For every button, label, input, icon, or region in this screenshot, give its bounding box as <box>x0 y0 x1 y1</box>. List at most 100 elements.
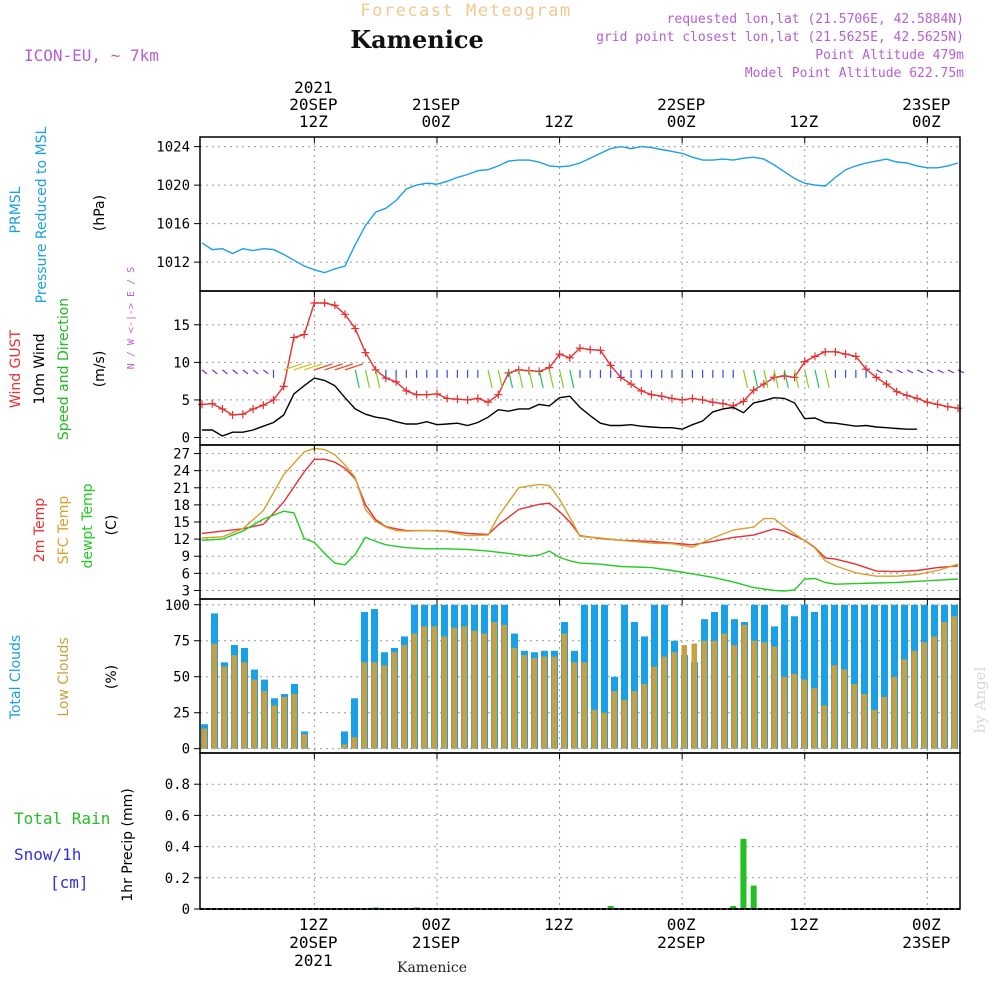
time-label-bottom: 20SEP <box>289 933 337 952</box>
watermark: by Angel <box>971 666 989 733</box>
ylabel-direction: Speed and Direction <box>56 298 72 440</box>
gust-marker <box>933 400 942 409</box>
low-cloud-bar <box>821 705 827 749</box>
low-cloud-bar <box>531 658 537 749</box>
low-cloud-bar <box>941 622 947 749</box>
low-cloud-bar <box>851 683 857 749</box>
y-tick-label: 21 <box>173 481 190 497</box>
gust-marker <box>831 347 840 356</box>
model-altitude: Model Point Altitude 622.75m <box>745 66 964 81</box>
ylabel-sfc-temp: SFC Temp <box>56 496 72 565</box>
low-cloud-bar <box>381 665 387 749</box>
low-cloud-bar <box>431 626 437 749</box>
y-tick-label: 0.8 <box>165 777 190 793</box>
gust-marker <box>780 371 789 380</box>
rain-bar <box>607 905 614 909</box>
wind-direction-arrow <box>232 369 239 375</box>
total-cloud-bar <box>631 622 638 749</box>
gust-marker <box>790 373 799 382</box>
time-label-top: 12Z <box>789 112 818 131</box>
low-cloud-bar <box>421 626 427 749</box>
y-tick-label: 10 <box>173 355 190 371</box>
gust-marker <box>351 324 360 333</box>
low-cloud-bar <box>501 624 507 749</box>
wind-direction-arrow <box>262 369 269 375</box>
gust-marker <box>341 310 350 319</box>
low-cloud-bar <box>611 691 617 749</box>
wind-direction-arrow <box>763 369 769 389</box>
gust-marker <box>627 380 636 389</box>
low-cloud-bar <box>261 691 267 749</box>
low-cloud-bar <box>241 662 247 749</box>
gridpoint-coords: grid point closest lon,lat (21.5625E, 42… <box>596 30 964 45</box>
gust-marker <box>279 382 288 391</box>
gust-marker <box>719 399 728 408</box>
gust-marker <box>198 400 206 409</box>
low-cloud-bar <box>811 688 817 749</box>
gust-marker <box>453 395 462 404</box>
gust-marker <box>872 373 881 382</box>
gust-marker <box>392 377 401 386</box>
low-cloud-bar <box>221 666 227 749</box>
gust-marker <box>800 357 809 366</box>
total-cloud-bar <box>871 604 878 749</box>
series-line-prmsl <box>201 145 959 274</box>
rain-bar <box>730 905 737 909</box>
low-cloud-bar <box>401 645 407 749</box>
y-tick-label: 0.4 <box>165 840 190 856</box>
wind-direction-arrow <box>293 363 313 371</box>
gust-marker <box>463 395 472 404</box>
low-cloud-bar <box>921 642 927 749</box>
low-cloud-bar <box>481 633 487 749</box>
gust-marker <box>432 389 441 398</box>
series-line-2m-temp <box>201 458 959 573</box>
gust-marker <box>913 394 922 403</box>
low-cloud-bar <box>881 696 887 749</box>
y-tick-label: 0 <box>182 742 190 758</box>
total-cloud-bar <box>601 604 608 749</box>
gust-marker <box>208 399 217 408</box>
time-label-top: 00Z <box>422 112 451 131</box>
wind-direction-arrow <box>222 369 228 375</box>
gust-marker <box>259 401 268 410</box>
y-tick-label: 12 <box>173 532 190 548</box>
wind-direction-arrow <box>507 369 514 389</box>
wind-direction-arrow <box>957 369 965 374</box>
wind-direction-arrow <box>201 369 208 375</box>
time-label-bottom: 00Z <box>422 915 451 934</box>
gust-marker <box>443 394 452 403</box>
low-cloud-bar <box>771 646 777 749</box>
time-label-bottom: 12Z <box>544 915 573 934</box>
gust-marker <box>882 380 891 389</box>
low-cloud-bar <box>741 624 747 749</box>
gust-marker <box>596 346 605 355</box>
gust-marker <box>647 390 656 399</box>
time-label-bottom: 00Z <box>912 915 941 934</box>
wind-direction-arrow <box>876 369 883 374</box>
low-cloud-bar <box>281 696 287 749</box>
y-tick-label: 25 <box>173 706 190 722</box>
time-label-top: 22SEP <box>657 95 705 114</box>
low-cloud-bar <box>591 709 597 749</box>
wind-direction-arrow <box>804 369 810 389</box>
low-cloud-bar <box>631 691 637 749</box>
y-tick-label: 50 <box>173 670 190 686</box>
wind-direction-arrow <box>548 369 554 389</box>
ylabel-pressure: Pressure Reduced to MSL <box>34 126 50 303</box>
ylabel-gust: Wind GUST <box>8 329 24 408</box>
gust-marker <box>688 394 697 403</box>
ylabel-2m-temp: 2m Temp <box>32 498 48 562</box>
wind-direction-arrow <box>906 369 914 374</box>
ylabel-10m-wind: 10m Wind <box>32 333 48 404</box>
low-cloud-bar <box>891 676 897 749</box>
rain-bar <box>740 838 747 909</box>
wind-direction-arrow <box>538 369 544 389</box>
time-label-top: 00Z <box>912 112 941 131</box>
time-label-bottom: 23SEP <box>902 933 950 952</box>
wind-direction-arrow <box>354 369 360 389</box>
total-cloud-bar <box>351 698 358 749</box>
low-cloud-bar <box>831 665 837 749</box>
total-cloud-bar <box>861 604 868 749</box>
low-cloud-bar <box>681 645 687 749</box>
low-cloud-bar <box>901 659 907 749</box>
